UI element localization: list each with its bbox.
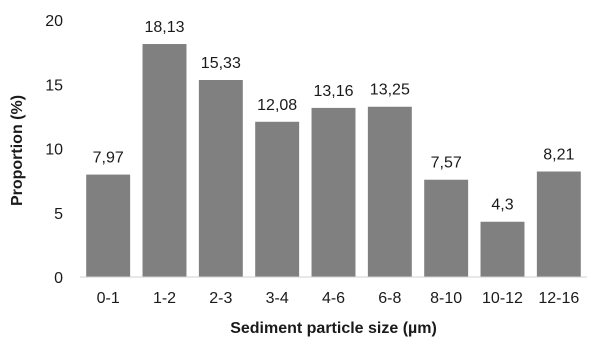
x-axis-title: Sediment particle size (µm) (230, 320, 437, 337)
bar (367, 106, 412, 277)
x-axis-ticks: 0-1 1-2 2-3 3-4 4-6 6-8 8-10 10-12 12-16 (97, 290, 580, 307)
data-label: 13,16 (313, 83, 353, 100)
data-label: 15,33 (201, 55, 241, 72)
y-tick-label: 0 (54, 270, 63, 287)
bars-group (86, 44, 581, 278)
data-label: 13,25 (370, 82, 410, 99)
bar (198, 80, 243, 278)
bar (255, 121, 300, 277)
data-labels-group: 7,97 18,13 15,33 12,08 13,16 13,25 7,57 4,3 8,21 (93, 19, 575, 214)
x-tick-label: 8-10 (430, 290, 462, 307)
data-label: 4,3 (491, 197, 513, 214)
y-tick-label: 15 (45, 77, 63, 94)
bar (311, 107, 356, 277)
bar (480, 221, 525, 277)
bar (86, 174, 131, 277)
bar (536, 171, 581, 277)
y-tick-label: 10 (45, 142, 63, 159)
data-label: 7,97 (93, 150, 124, 167)
data-label: 7,57 (431, 155, 462, 172)
x-tick-label: 1-2 (153, 290, 176, 307)
x-tick-label: 3-4 (266, 290, 289, 307)
x-tick-label: 10-12 (482, 290, 523, 307)
data-label: 12,08 (257, 97, 297, 114)
y-axis-ticks: 0 5 10 15 20 (45, 13, 63, 287)
y-tick-label: 5 (54, 206, 63, 223)
y-tick-label: 20 (45, 13, 63, 30)
x-tick-label: 6-8 (378, 290, 401, 307)
x-tick-label: 0-1 (97, 290, 120, 307)
x-tick-label: 4-6 (322, 290, 345, 307)
bar (424, 179, 469, 277)
data-label: 18,13 (144, 19, 184, 36)
x-tick-label: 12-16 (538, 290, 579, 307)
bar (142, 44, 187, 278)
x-tick-label: 2-3 (209, 290, 232, 307)
data-label: 8,21 (543, 147, 574, 164)
y-axis-title: Proportion (%) (9, 95, 26, 206)
